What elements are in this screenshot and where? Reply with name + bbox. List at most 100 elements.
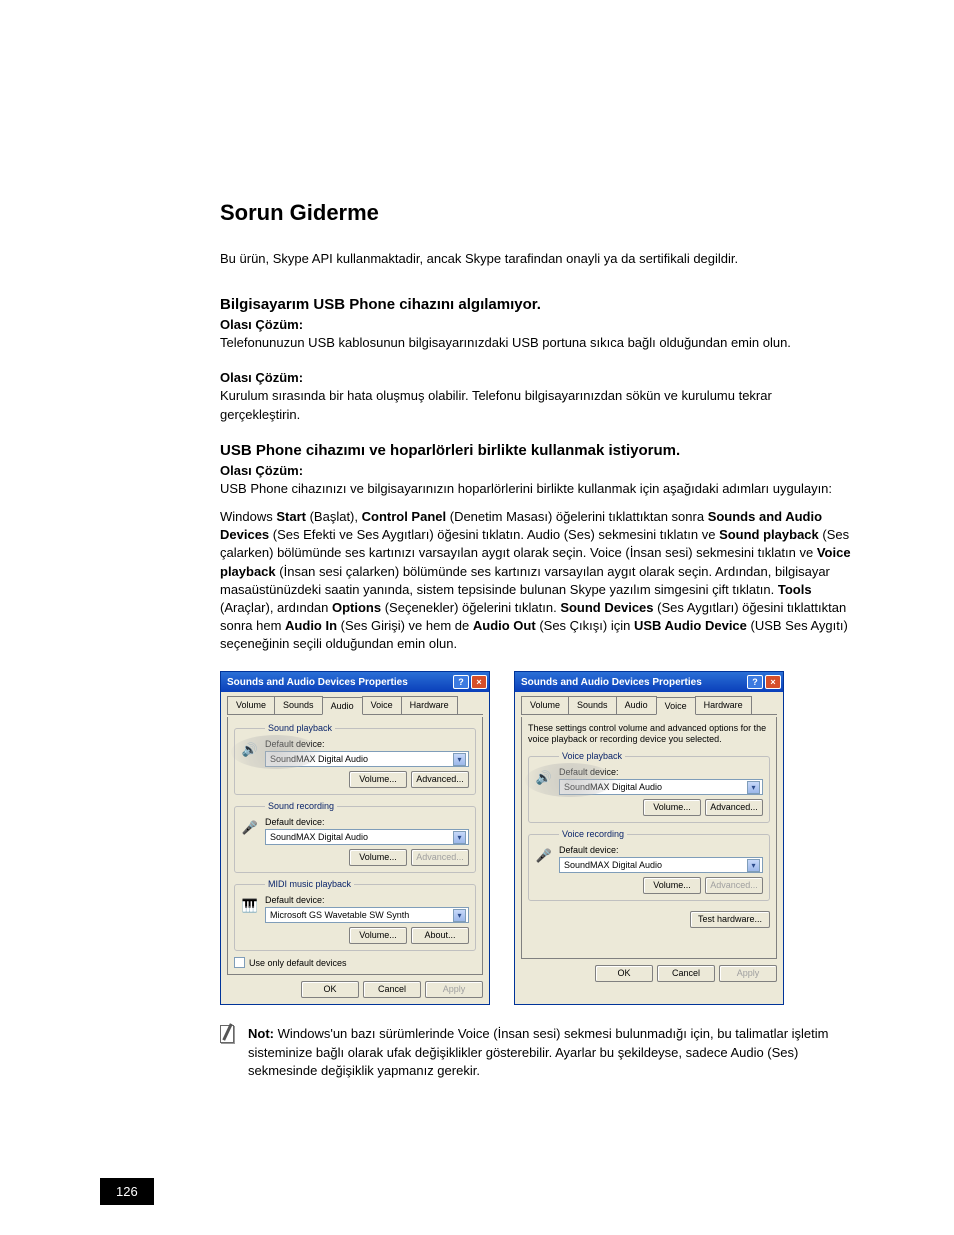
bold: Control Panel <box>362 509 447 524</box>
select-value: Microsoft GS Wavetable SW Synth <box>270 910 409 920</box>
apply-button: Apply <box>719 965 777 982</box>
dialog-title: Sounds and Audio Devices Properties <box>227 677 408 688</box>
device-select[interactable]: Microsoft GS Wavetable SW Synth ▾ <box>265 907 469 923</box>
group-sound-recording: Sound recording 🎤 Default device: SoundM… <box>234 801 476 873</box>
volume-button[interactable]: Volume... <box>349 771 407 788</box>
tab-volume[interactable]: Volume <box>521 696 569 714</box>
advanced-button: Advanced... <box>705 877 763 894</box>
text: (Araçlar), ardından <box>220 600 332 615</box>
volume-button[interactable]: Volume... <box>349 849 407 866</box>
group-legend: Voice recording <box>559 829 627 839</box>
document-page: Sorun Giderme Bu ürün, Skype API kullanm… <box>0 0 954 1235</box>
checkbox-label: Use only default devices <box>249 958 347 968</box>
group-voice-playback: Voice playback 🔊 Default device: SoundMA… <box>528 751 770 823</box>
cancel-button[interactable]: Cancel <box>363 981 421 998</box>
advanced-button[interactable]: Advanced... <box>705 799 763 816</box>
bold: Tools <box>778 582 812 597</box>
dialog-screenshots: Sounds and Audio Devices Properties ? × … <box>220 671 854 1005</box>
device-select[interactable]: SoundMAX Digital Audio▾ <box>265 829 469 845</box>
cancel-button[interactable]: Cancel <box>657 965 715 982</box>
select-value: SoundMAX Digital Audio <box>564 860 662 870</box>
advanced-button[interactable]: Advanced... <box>411 771 469 788</box>
device-select[interactable]: SoundMAX Digital Audio▾ <box>559 857 763 873</box>
ok-button[interactable]: OK <box>301 981 359 998</box>
chevron-down-icon: ▾ <box>453 909 466 922</box>
bold: Sound Devices <box>560 600 653 615</box>
text: (İnsan sesi çalarken) bölümünde ses kart… <box>220 564 830 597</box>
tab-voice[interactable]: Voice <box>362 696 402 714</box>
group-midi: MIDI music playback 🎹 Default device: Mi… <box>234 879 476 951</box>
tab-volume[interactable]: Volume <box>227 696 275 714</box>
dialog-button-row: OK Cancel Apply <box>521 965 777 982</box>
about-button[interactable]: About... <box>411 927 469 944</box>
close-button[interactable]: × <box>765 675 781 689</box>
device-select[interactable]: SoundMAX Digital Audio ▾ <box>559 779 763 795</box>
volume-button[interactable]: Volume... <box>643 799 701 816</box>
bold: Audio In <box>285 618 337 633</box>
text: (Ses Çıkışı) için <box>536 618 634 633</box>
title-buttons: ? × <box>453 675 487 689</box>
section2-heading: USB Phone cihazımı ve hoparlörleri birli… <box>220 442 854 459</box>
group-legend: Sound recording <box>265 801 337 811</box>
select-value: SoundMAX Digital Audio <box>564 782 662 792</box>
bold: Options <box>332 600 381 615</box>
solution-text: Telefonunuzun USB kablosunun bilgisayarı… <box>220 334 854 352</box>
tab-hardware[interactable]: Hardware <box>401 696 458 714</box>
default-device-label: Default device: <box>265 739 469 749</box>
solution-label: Olası Çözüm: <box>220 370 854 385</box>
group-legend: MIDI music playback <box>265 879 354 889</box>
page-number: 126 <box>100 1178 154 1205</box>
tab-strip: Volume Sounds Audio Voice Hardware <box>227 696 483 715</box>
tab-voice[interactable]: Voice <box>656 697 696 715</box>
microphone-icon: 🎤 <box>535 847 553 865</box>
ok-button[interactable]: OK <box>595 965 653 982</box>
group-voice-recording: Voice recording 🎤 Default device: SoundM… <box>528 829 770 901</box>
device-select[interactable]: SoundMAX Digital Audio ▾ <box>265 751 469 767</box>
xp-dialog-voice: Sounds and Audio Devices Properties ? × … <box>514 671 784 1005</box>
help-button[interactable]: ? <box>453 675 469 689</box>
page-title: Sorun Giderme <box>220 200 854 226</box>
bold: Audio Out <box>473 618 536 633</box>
text: (Ses Efekti ve Ses Aygıtları) öğesini tı… <box>269 527 719 542</box>
help-button[interactable]: ? <box>747 675 763 689</box>
text: (Denetim Masası) öğelerini tıklattıktan … <box>446 509 708 524</box>
tab-hardware[interactable]: Hardware <box>695 696 752 714</box>
select-value: SoundMAX Digital Audio <box>270 832 368 842</box>
close-button[interactable]: × <box>471 675 487 689</box>
bold: USB Audio Device <box>634 618 747 633</box>
dialog-body: Volume Sounds Audio Voice Hardware Sound… <box>221 692 489 1004</box>
test-hardware-button[interactable]: Test hardware... <box>690 911 770 928</box>
text: (Ses Girişi) ve hem de <box>337 618 473 633</box>
speaker-icon: 🔊 <box>241 741 259 759</box>
text: (Başlat), <box>306 509 362 524</box>
volume-button[interactable]: Volume... <box>349 927 407 944</box>
tab-audio[interactable]: Audio <box>616 696 657 714</box>
volume-button[interactable]: Volume... <box>643 877 701 894</box>
tab-audio[interactable]: Audio <box>322 697 363 715</box>
xp-dialog-audio: Sounds and Audio Devices Properties ? × … <box>220 671 490 1005</box>
tab-sounds[interactable]: Sounds <box>274 696 323 714</box>
text: Windows <box>220 509 276 524</box>
speaker-icon: 🔊 <box>535 769 553 787</box>
titlebar: Sounds and Audio Devices Properties ? × <box>515 672 783 692</box>
titlebar: Sounds and Audio Devices Properties ? × <box>221 672 489 692</box>
note-text-wrap: Not: Windows'un bazı sürümlerinde Voice … <box>248 1025 854 1080</box>
chevron-down-icon: ▾ <box>747 781 760 794</box>
solution-label: Olası Çözüm: <box>220 463 854 478</box>
checkbox[interactable] <box>234 957 245 968</box>
tab-sounds[interactable]: Sounds <box>568 696 617 714</box>
dialog-button-row: OK Cancel Apply <box>227 981 483 998</box>
group-legend: Sound playback <box>265 723 335 733</box>
select-value: SoundMAX Digital Audio <box>270 754 368 764</box>
tab-content: These settings control volume and advanc… <box>521 717 777 959</box>
tab-strip: Volume Sounds Audio Voice Hardware <box>521 696 777 715</box>
chevron-down-icon: ▾ <box>453 753 466 766</box>
default-device-label: Default device: <box>559 767 763 777</box>
use-default-checkbox-row[interactable]: Use only default devices <box>234 957 476 968</box>
default-device-label: Default device: <box>265 817 469 827</box>
group-legend: Voice playback <box>559 751 625 761</box>
note-label: Not: <box>248 1026 274 1041</box>
microphone-icon: 🎤 <box>241 819 259 837</box>
default-device-label: Default device: <box>265 895 469 905</box>
dialog-body: Volume Sounds Audio Voice Hardware These… <box>515 692 783 988</box>
